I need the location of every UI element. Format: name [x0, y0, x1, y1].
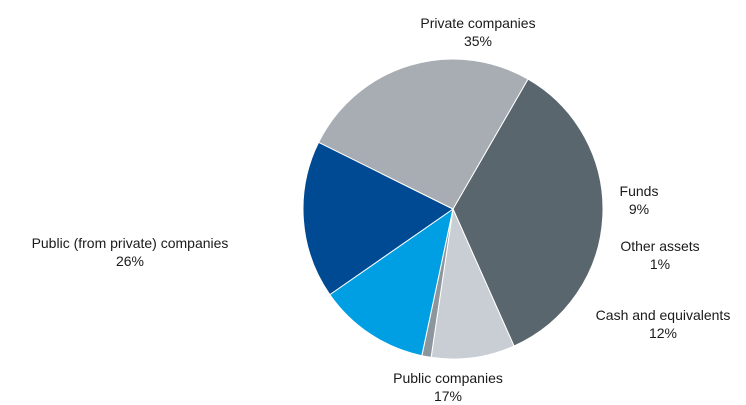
- label-public-companies-name: Public companies: [393, 370, 503, 386]
- label-cash-and-equivalents: Cash and equivalents 12%: [578, 306, 746, 342]
- label-public-companies: Public companies 17%: [368, 369, 528, 405]
- label-other-assets: Other assets 1%: [600, 237, 720, 273]
- label-private-companies-name: Private companies: [420, 15, 536, 31]
- pie-slice-private-companies: [452, 78, 604, 347]
- label-private-companies: Private companies 35%: [398, 14, 558, 50]
- label-private-companies-value: 35%: [463, 33, 493, 49]
- label-funds: Funds 9%: [604, 182, 674, 218]
- label-public-from-private-companies-value: 26%: [115, 253, 145, 269]
- label-other-assets-name: Other assets: [620, 238, 700, 254]
- label-other-assets-value: 1%: [649, 256, 671, 272]
- label-cash-and-equivalents-value: 12%: [648, 325, 678, 341]
- pie-slice-funds: [430, 207, 515, 360]
- label-public-from-private-companies-name: Public (from private) companies: [31, 235, 229, 251]
- label-funds-value: 9%: [628, 201, 650, 217]
- label-cash-and-equivalents-name: Cash and equivalents: [595, 307, 731, 323]
- pie-slices: [302, 58, 604, 360]
- pie-slice-public-from-private-companies: [317, 58, 529, 210]
- label-funds-name: Funds: [619, 183, 659, 199]
- pie-slice-public-companies: [302, 141, 454, 296]
- label-public-companies-value: 17%: [433, 388, 463, 404]
- pie-slice-cash-and-equivalents: [329, 207, 454, 357]
- label-public-from-private-companies: Public (from private) companies 26%: [5, 234, 255, 270]
